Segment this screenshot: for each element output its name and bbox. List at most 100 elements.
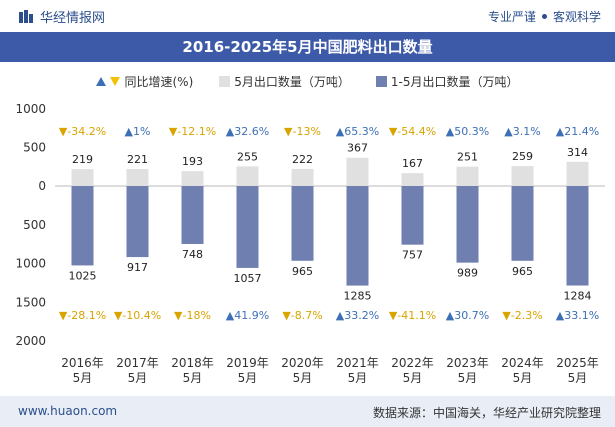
cumulative-bar bbox=[456, 186, 479, 263]
down-triangle-icon bbox=[110, 76, 121, 86]
y-tick-label: 500 bbox=[23, 218, 46, 232]
legend-cumulative-label: 1-5月出口数量（万吨） bbox=[390, 74, 519, 89]
up-triangle-icon bbox=[96, 76, 107, 86]
x-tick-label: 2021年 bbox=[336, 356, 379, 370]
tagline-right: 客观科学 bbox=[552, 10, 601, 24]
monthly-value-label: 255 bbox=[237, 150, 258, 163]
x-tick-label: 2018年 bbox=[171, 356, 214, 370]
cumulative-growth-label: ▼-41.1% bbox=[389, 309, 436, 322]
cumulative-value-label: 1057 bbox=[234, 272, 262, 285]
cumulative-growth-label: ▲33.2% bbox=[336, 309, 379, 322]
cumulative-value-label: 965 bbox=[512, 265, 533, 278]
cumulative-value-label: 917 bbox=[127, 261, 148, 274]
cumulative-bar bbox=[401, 186, 424, 245]
monthly-growth-label: ▲1% bbox=[125, 125, 151, 138]
cumulative-value-label: 989 bbox=[457, 267, 478, 280]
cumulative-value-label: 748 bbox=[182, 248, 203, 261]
monthly-bar bbox=[71, 169, 94, 186]
monthly-growth-label: ▼-12.1% bbox=[169, 125, 216, 138]
tagline-left: 专业严谨 bbox=[487, 10, 536, 24]
cumulative-growth-label: ▼-18% bbox=[174, 309, 211, 322]
cumulative-growth-label: ▼-28.1% bbox=[59, 309, 106, 322]
monthly-growth-label: ▼-34.2% bbox=[59, 125, 106, 138]
y-tick-label: 1000 bbox=[15, 257, 46, 271]
cumulative-value-label: 757 bbox=[402, 249, 423, 262]
cumulative-value-label: 1285 bbox=[344, 290, 372, 303]
monthly-value-label: 193 bbox=[182, 155, 203, 168]
x-tick-label: 5月 bbox=[568, 371, 588, 385]
monthly-value-label: 219 bbox=[72, 153, 93, 166]
cumulative-growth-label: ▼-10.4% bbox=[114, 309, 161, 322]
monthly-bar bbox=[126, 168, 149, 186]
x-tick-label: 2023年 bbox=[446, 356, 489, 370]
cumulative-growth-label: ▼-8.7% bbox=[282, 309, 322, 322]
cumulative-growth-label: ▲41.9% bbox=[226, 309, 269, 322]
monthly-value-label: 367 bbox=[347, 142, 368, 155]
tagline: 专业严谨 客观科学 bbox=[488, 8, 601, 25]
monthly-value-label: 222 bbox=[292, 153, 313, 166]
brand[interactable]: 华经情报网 bbox=[18, 7, 105, 26]
separator-dot-icon bbox=[541, 14, 547, 19]
y-tick-label: 1000 bbox=[15, 102, 46, 116]
x-tick-label: 5月 bbox=[293, 371, 313, 385]
monthly-growth-label: ▲65.3% bbox=[336, 125, 379, 138]
footer: www.huaon.com 数据来源：中国海关，华经产业研究院整理 bbox=[0, 396, 615, 427]
cumulative-bar bbox=[126, 186, 149, 258]
cumulative-value-label: 1284 bbox=[564, 290, 592, 303]
legend-cumulative: 1-5月出口数量（万吨） bbox=[375, 70, 519, 92]
legend-growth: 同比增速(%) bbox=[96, 70, 193, 92]
legend-growth-label: 同比增速(%) bbox=[124, 74, 194, 89]
brand-name: 华经情报网 bbox=[40, 11, 106, 26]
y-tick-label: 1500 bbox=[15, 295, 46, 309]
y-tick-label: 500 bbox=[23, 141, 46, 155]
x-tick-label: 5月 bbox=[73, 371, 93, 385]
cumulative-bar bbox=[346, 186, 369, 286]
legend-cumulative-swatch bbox=[375, 75, 387, 87]
chart-title: 2016-2025年5月中国肥料出口数量 bbox=[0, 32, 615, 62]
top-bar: 华经情报网 专业严谨 客观科学 bbox=[0, 0, 615, 32]
x-tick-label: 5月 bbox=[128, 371, 148, 385]
legend-monthly-label: 5月出口数量（万吨） bbox=[234, 74, 350, 89]
monthly-value-label: 251 bbox=[457, 151, 478, 164]
monthly-bar bbox=[401, 173, 424, 186]
x-tick-label: 2022年 bbox=[391, 356, 434, 370]
monthly-growth-label: ▲3.1% bbox=[504, 125, 540, 138]
monthly-growth-label: ▼-54.4% bbox=[389, 125, 436, 138]
x-tick-label: 5月 bbox=[458, 371, 478, 385]
legend: 同比增速(%) 5月出口数量（万吨） 1-5月出口数量（万吨） bbox=[0, 70, 615, 92]
monthly-value-label: 314 bbox=[567, 146, 588, 159]
x-tick-label: 5月 bbox=[348, 371, 368, 385]
x-tick-label: 2020年 bbox=[281, 356, 324, 370]
cumulative-bar bbox=[511, 186, 534, 261]
cumulative-growth-label: ▼-2.3% bbox=[502, 309, 542, 322]
monthly-growth-label: ▲21.4% bbox=[556, 125, 599, 138]
cumulative-bar bbox=[291, 186, 314, 261]
monthly-bar bbox=[566, 161, 589, 186]
monthly-growth-label: ▲32.6% bbox=[226, 125, 269, 138]
y-tick-label: 0 bbox=[38, 179, 46, 193]
x-tick-label: 5月 bbox=[403, 371, 423, 385]
legend-monthly-swatch bbox=[219, 75, 231, 87]
monthly-value-label: 221 bbox=[127, 153, 148, 166]
cumulative-growth-label: ▲30.7% bbox=[446, 309, 489, 322]
monthly-bar bbox=[346, 157, 369, 186]
cumulative-bar bbox=[566, 186, 589, 286]
y-tick-label: 2000 bbox=[15, 334, 46, 348]
monthly-bar bbox=[456, 166, 479, 186]
x-tick-label: 2016年 bbox=[61, 356, 104, 370]
monthly-bar bbox=[511, 166, 534, 186]
x-tick-label: 5月 bbox=[183, 371, 203, 385]
monthly-growth-label: ▼-13% bbox=[284, 125, 321, 138]
site-link[interactable]: www.huaon.com bbox=[18, 404, 118, 418]
monthly-growth-label: ▲50.3% bbox=[446, 125, 489, 138]
cumulative-growth-label: ▲33.1% bbox=[556, 309, 599, 322]
brand-logo-icon bbox=[19, 9, 33, 23]
data-source: 数据来源：中国海关，华经产业研究院整理 bbox=[372, 406, 601, 420]
cumulative-value-label: 965 bbox=[292, 265, 313, 278]
x-tick-label: 5月 bbox=[238, 371, 258, 385]
x-tick-label: 2017年 bbox=[116, 356, 159, 370]
legend-monthly: 5月出口数量（万吨） bbox=[219, 70, 350, 92]
monthly-bar bbox=[236, 166, 259, 186]
monthly-value-label: 259 bbox=[512, 150, 533, 163]
cumulative-value-label: 1025 bbox=[69, 269, 97, 282]
